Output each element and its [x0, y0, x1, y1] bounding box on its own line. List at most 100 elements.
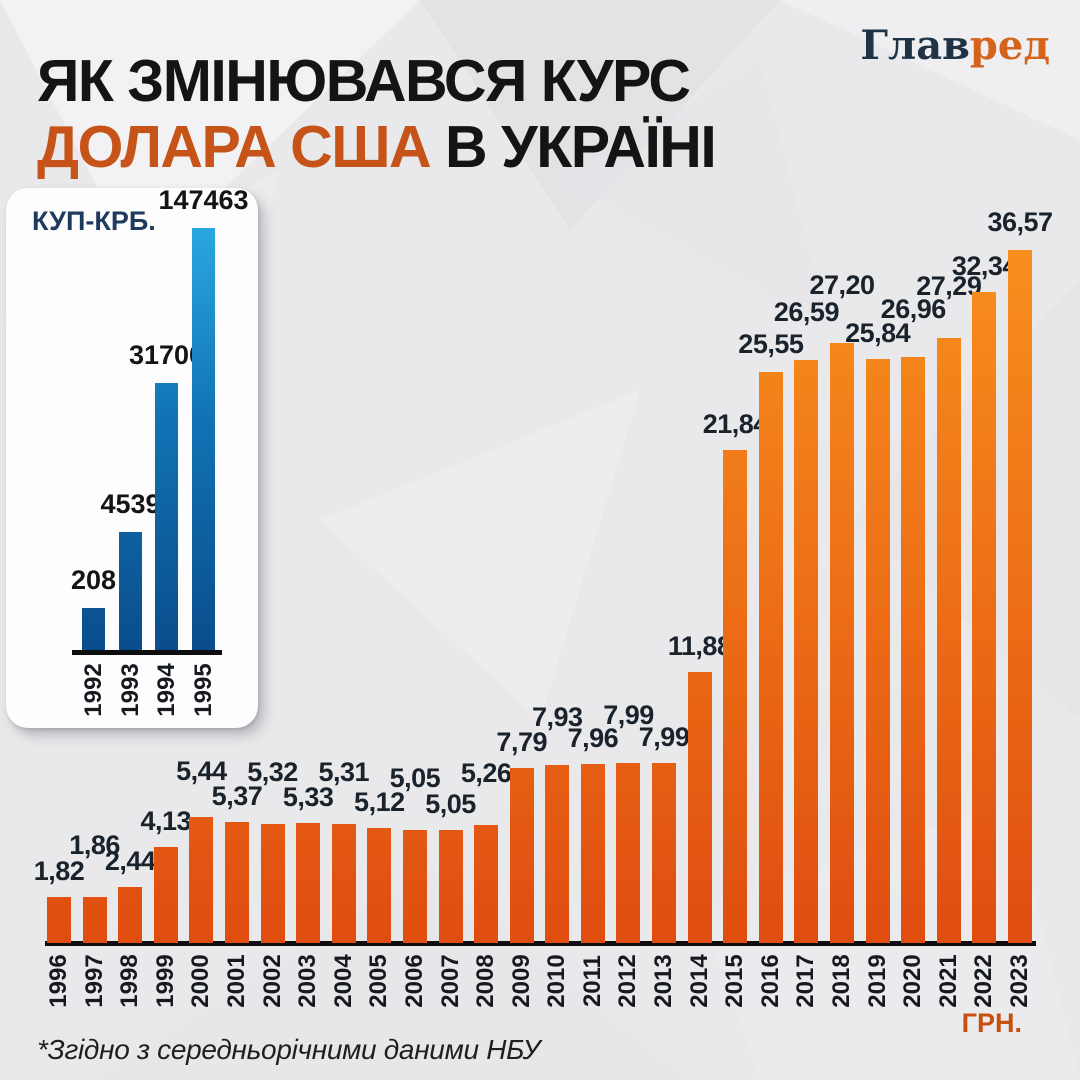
x-tick-1996: 1996 [45, 954, 72, 1008]
x-tick-2015: 2015 [721, 954, 749, 1008]
x-tick-2017: 2017 [792, 954, 820, 1008]
x-tick-2022: 2022 [970, 954, 998, 1008]
bar-value-label-2017: 26,59 [773, 297, 840, 327]
x-tick-2007: 2007 [436, 954, 464, 1008]
x-tick-1997: 1997 [80, 954, 108, 1008]
x-tick-2021: 2021 [934, 954, 962, 1008]
bar-value-label-2012: 7,99 [603, 700, 654, 730]
bar-2009 [509, 768, 534, 943]
inset-x-tick-1994: 1994 [152, 663, 180, 717]
bar-2007 [438, 830, 463, 943]
x-tick-1999: 1999 [151, 954, 179, 1008]
bar-2013 [652, 763, 677, 943]
x-tick-2020: 2020 [899, 954, 927, 1008]
x-tick-2005: 2005 [365, 954, 393, 1008]
bar-2014 [687, 672, 712, 943]
bar-value-label-2003: 5,33 [282, 782, 334, 812]
bar-value-label-1997: 1,86 [69, 830, 120, 860]
bar-value-label-2021: 27,29 [916, 271, 982, 301]
inset-bar-1993 [119, 532, 142, 650]
title-line2-rest: В УКРАЇНІ [430, 113, 717, 180]
bar-value-label-2001: 5,37 [211, 781, 263, 811]
title-line1: ЯК ЗМІНЮВАВСЯ КУРС [37, 47, 691, 114]
x-tick-2006: 2006 [400, 954, 428, 1008]
bar-2000 [189, 817, 214, 943]
x-tick-2004: 2004 [329, 954, 357, 1008]
x-tick-2023: 2023 [1006, 954, 1033, 1008]
bar-value-label-2005: 5,12 [354, 787, 405, 817]
bar-2006 [402, 830, 427, 943]
x-tick-2003: 2003 [294, 954, 322, 1008]
bar-value-label-2018: 27,20 [809, 270, 875, 300]
main-x-axis-line [45, 941, 1036, 946]
x-tick-2018: 2018 [828, 954, 856, 1008]
bar-2020 [901, 357, 926, 943]
bar-value-label-2000: 5,44 [176, 756, 227, 786]
x-tick-2011: 2011 [578, 954, 606, 1008]
x-tick-2001: 2001 [222, 954, 250, 1008]
bar-2012 [616, 763, 641, 943]
x-tick-2016: 2016 [756, 954, 784, 1008]
page-title: ЯК ЗМІНЮВАВСЯ КУРС ДОЛАРА США В УКРАЇНІ [37, 47, 717, 180]
bar-value-label-2013: 7,99 [638, 722, 690, 752]
bar-2018 [830, 343, 855, 943]
bar-value-label-2011: 7,96 [567, 723, 619, 753]
bar-value-label-2006: 5,05 [389, 763, 441, 793]
bar-2016 [758, 372, 783, 943]
source-footnote: *Згідно з середньорічними даними НБУ [37, 1034, 541, 1065]
bar-value-label-2010: 7,93 [532, 702, 583, 732]
bar-2002 [260, 824, 285, 943]
glavred-logo: Главред [860, 22, 1050, 69]
x-tick-2010: 2010 [543, 954, 571, 1008]
bar-value-label-1999: 4,13 [140, 806, 192, 836]
bar-value-label-2008: 5,26 [460, 758, 512, 788]
bar-value-label-1996: 1,82 [33, 856, 85, 886]
bar-2005 [367, 828, 392, 943]
bar-value-label-2019: 25,84 [845, 318, 911, 348]
bar-value-label-2014: 11,88 [667, 631, 732, 661]
bar-1996 [47, 897, 71, 943]
inset-chart-unit-label: КУП-КРБ. [32, 206, 156, 236]
inset-x-tick-1993: 1993 [116, 663, 144, 717]
inset-bar-value-label-1992: 208 [70, 565, 117, 595]
inset-bar-chart: 208 1992 4539 1993 31700 1994 147463 1995 [6, 185, 258, 717]
main-chart-unit-label: ГРН. [961, 1008, 1022, 1038]
x-tick-1998: 1998 [116, 954, 144, 1008]
x-tick-2008: 2008 [472, 954, 500, 1008]
inset-bar-1995 [192, 228, 215, 650]
inset-bar-1992 [82, 608, 105, 650]
x-tick-2000: 2000 [187, 954, 215, 1008]
bar-2019 [865, 359, 890, 943]
bar-value-label-2004: 5,31 [318, 757, 370, 787]
inset-bar-1994 [155, 383, 178, 650]
bar-value-label-2002: 5,32 [247, 757, 298, 787]
bar-2021 [936, 338, 961, 943]
bar-2011 [580, 764, 605, 943]
bar-value-label-2016: 25,55 [738, 329, 804, 359]
bar-2015 [723, 450, 748, 943]
x-tick-2012: 2012 [614, 954, 642, 1008]
main-bar-chart: 1,82 1996 1,86 1997 2,44 1998 4,13 1999 5,44 2000… [34, 207, 1053, 1008]
inset-card-krb-chart: КУП-КРБ. 208 1992 4539 1993 31700 1994 147463 1… [6, 185, 258, 728]
inset-x-tick-1995: 1995 [189, 663, 217, 717]
bar-2010 [545, 765, 570, 943]
inset-bar-value-label-1993: 4539 [100, 489, 161, 519]
inset-bar-value-label-1994: 31700 [128, 340, 205, 370]
x-tick-2014: 2014 [685, 954, 713, 1008]
bar-2004 [331, 824, 356, 943]
x-tick-2002: 2002 [258, 954, 286, 1008]
logo-part-navy: Глав [860, 22, 970, 69]
x-tick-2009: 2009 [507, 954, 535, 1008]
inset-bar-value-label-1995: 147463 [158, 185, 249, 215]
bar-2001 [224, 822, 249, 943]
bar-2022 [972, 292, 997, 943]
bar-value-label-2022: 32,34 [951, 251, 1018, 281]
x-tick-2019: 2019 [863, 954, 891, 1008]
bar-value-label-2015: 21,84 [702, 409, 769, 439]
bar-value-label-1998: 2,44 [104, 846, 156, 876]
bar-value-label-2023: 36,57 [987, 207, 1053, 237]
inset-x-axis-line [72, 650, 222, 655]
bar-value-label-2007: 5,05 [425, 789, 476, 819]
bar-2008 [474, 825, 499, 943]
